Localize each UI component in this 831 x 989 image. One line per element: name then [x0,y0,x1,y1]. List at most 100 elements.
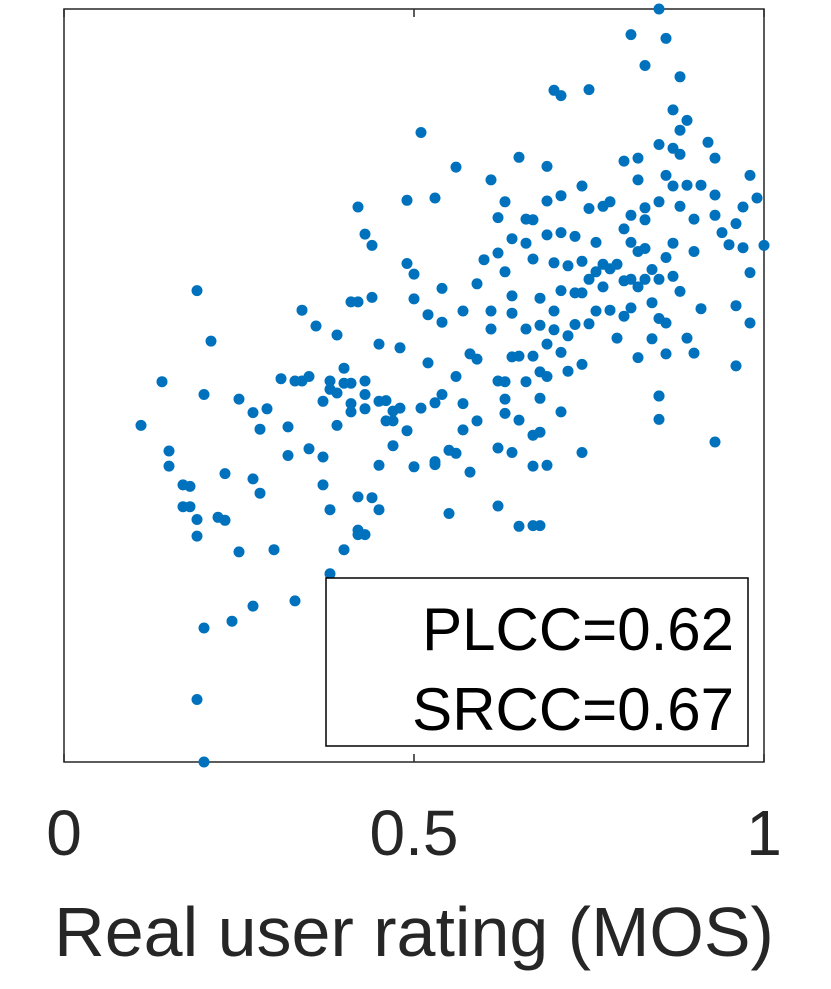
data-point [590,266,602,278]
data-point [401,425,413,437]
data-point [555,190,567,202]
data-point [394,342,406,354]
data-point [233,546,245,558]
data-point [513,151,525,163]
data-point [625,236,637,248]
data-point [478,254,490,266]
data-point [583,273,595,285]
data-point [555,90,567,102]
data-point [331,387,343,399]
data-point [653,273,665,285]
data-point [548,324,560,336]
data-point [520,323,532,335]
data-point [352,201,364,213]
legend-srcc: SRCC=0.67 [412,676,734,743]
data-point [604,304,616,316]
data-point [317,395,329,407]
data-point [639,273,651,285]
data-point [198,622,210,634]
data-point [744,267,756,279]
data-point [562,330,574,342]
data-point [163,445,175,457]
data-point [632,281,644,293]
data-point [660,169,672,181]
data-point [632,152,644,164]
data-point [534,426,546,438]
data-point [464,466,476,478]
data-point [576,358,588,370]
data-point [226,615,238,627]
data-point [506,233,518,245]
data-point [485,174,497,186]
data-point [352,296,364,308]
legend: PLCC=0.62 SRCC=0.67 [325,577,749,747]
data-point [667,104,679,116]
data-point [366,492,378,504]
data-point [660,348,672,360]
data-point [541,338,553,350]
data-point [751,192,763,204]
legend-plcc: PLCC=0.62 [422,596,734,663]
data-point [317,451,329,463]
data-point [345,398,357,410]
data-point [618,155,630,167]
data-point [548,305,560,317]
data-point [184,480,196,492]
data-point [268,544,280,556]
data-point [261,403,273,415]
data-point [317,479,329,491]
data-point [457,398,469,410]
data-point [198,389,210,400]
data-point [597,281,609,293]
data-point [569,230,581,242]
data-point [338,544,350,556]
data-point [429,397,441,409]
data-point [681,114,693,126]
data-point [219,514,231,526]
data-point [247,473,259,485]
data-point [625,29,637,41]
data-point [506,290,518,302]
data-point [527,350,539,362]
data-point [422,357,434,369]
data-point [191,514,203,525]
data-point [233,393,245,405]
data-point [303,371,315,382]
data-point [639,202,651,214]
data-point [499,393,511,405]
x-axis-label: Real user rating (MOS) [54,893,774,971]
data-point [247,407,259,419]
data-point [569,319,581,330]
data-point [436,316,448,328]
data-point [695,303,707,315]
data-point [373,504,385,516]
data-point [415,127,427,138]
data-point [744,169,756,181]
data-point [555,346,567,358]
data-point [660,32,672,44]
data-point [359,403,371,415]
data-point [688,347,700,359]
data-point [247,600,259,612]
data-point [492,500,504,512]
data-point [296,304,308,316]
data-point [541,229,553,241]
data-point [716,227,728,239]
data-point [611,258,623,270]
data-point [331,419,343,431]
data-point [219,468,231,480]
data-point [485,305,497,317]
data-point [583,203,595,214]
data-point [345,406,357,418]
x-tick-label: 1 [746,797,782,869]
legend-box [325,577,749,747]
data-point [310,320,322,332]
data-point [639,214,651,226]
data-point [429,456,441,468]
data-point [730,218,742,230]
data-point [527,460,539,472]
data-point [338,362,350,374]
data-point [653,390,665,402]
data-point [499,196,511,208]
data-point [450,161,462,173]
